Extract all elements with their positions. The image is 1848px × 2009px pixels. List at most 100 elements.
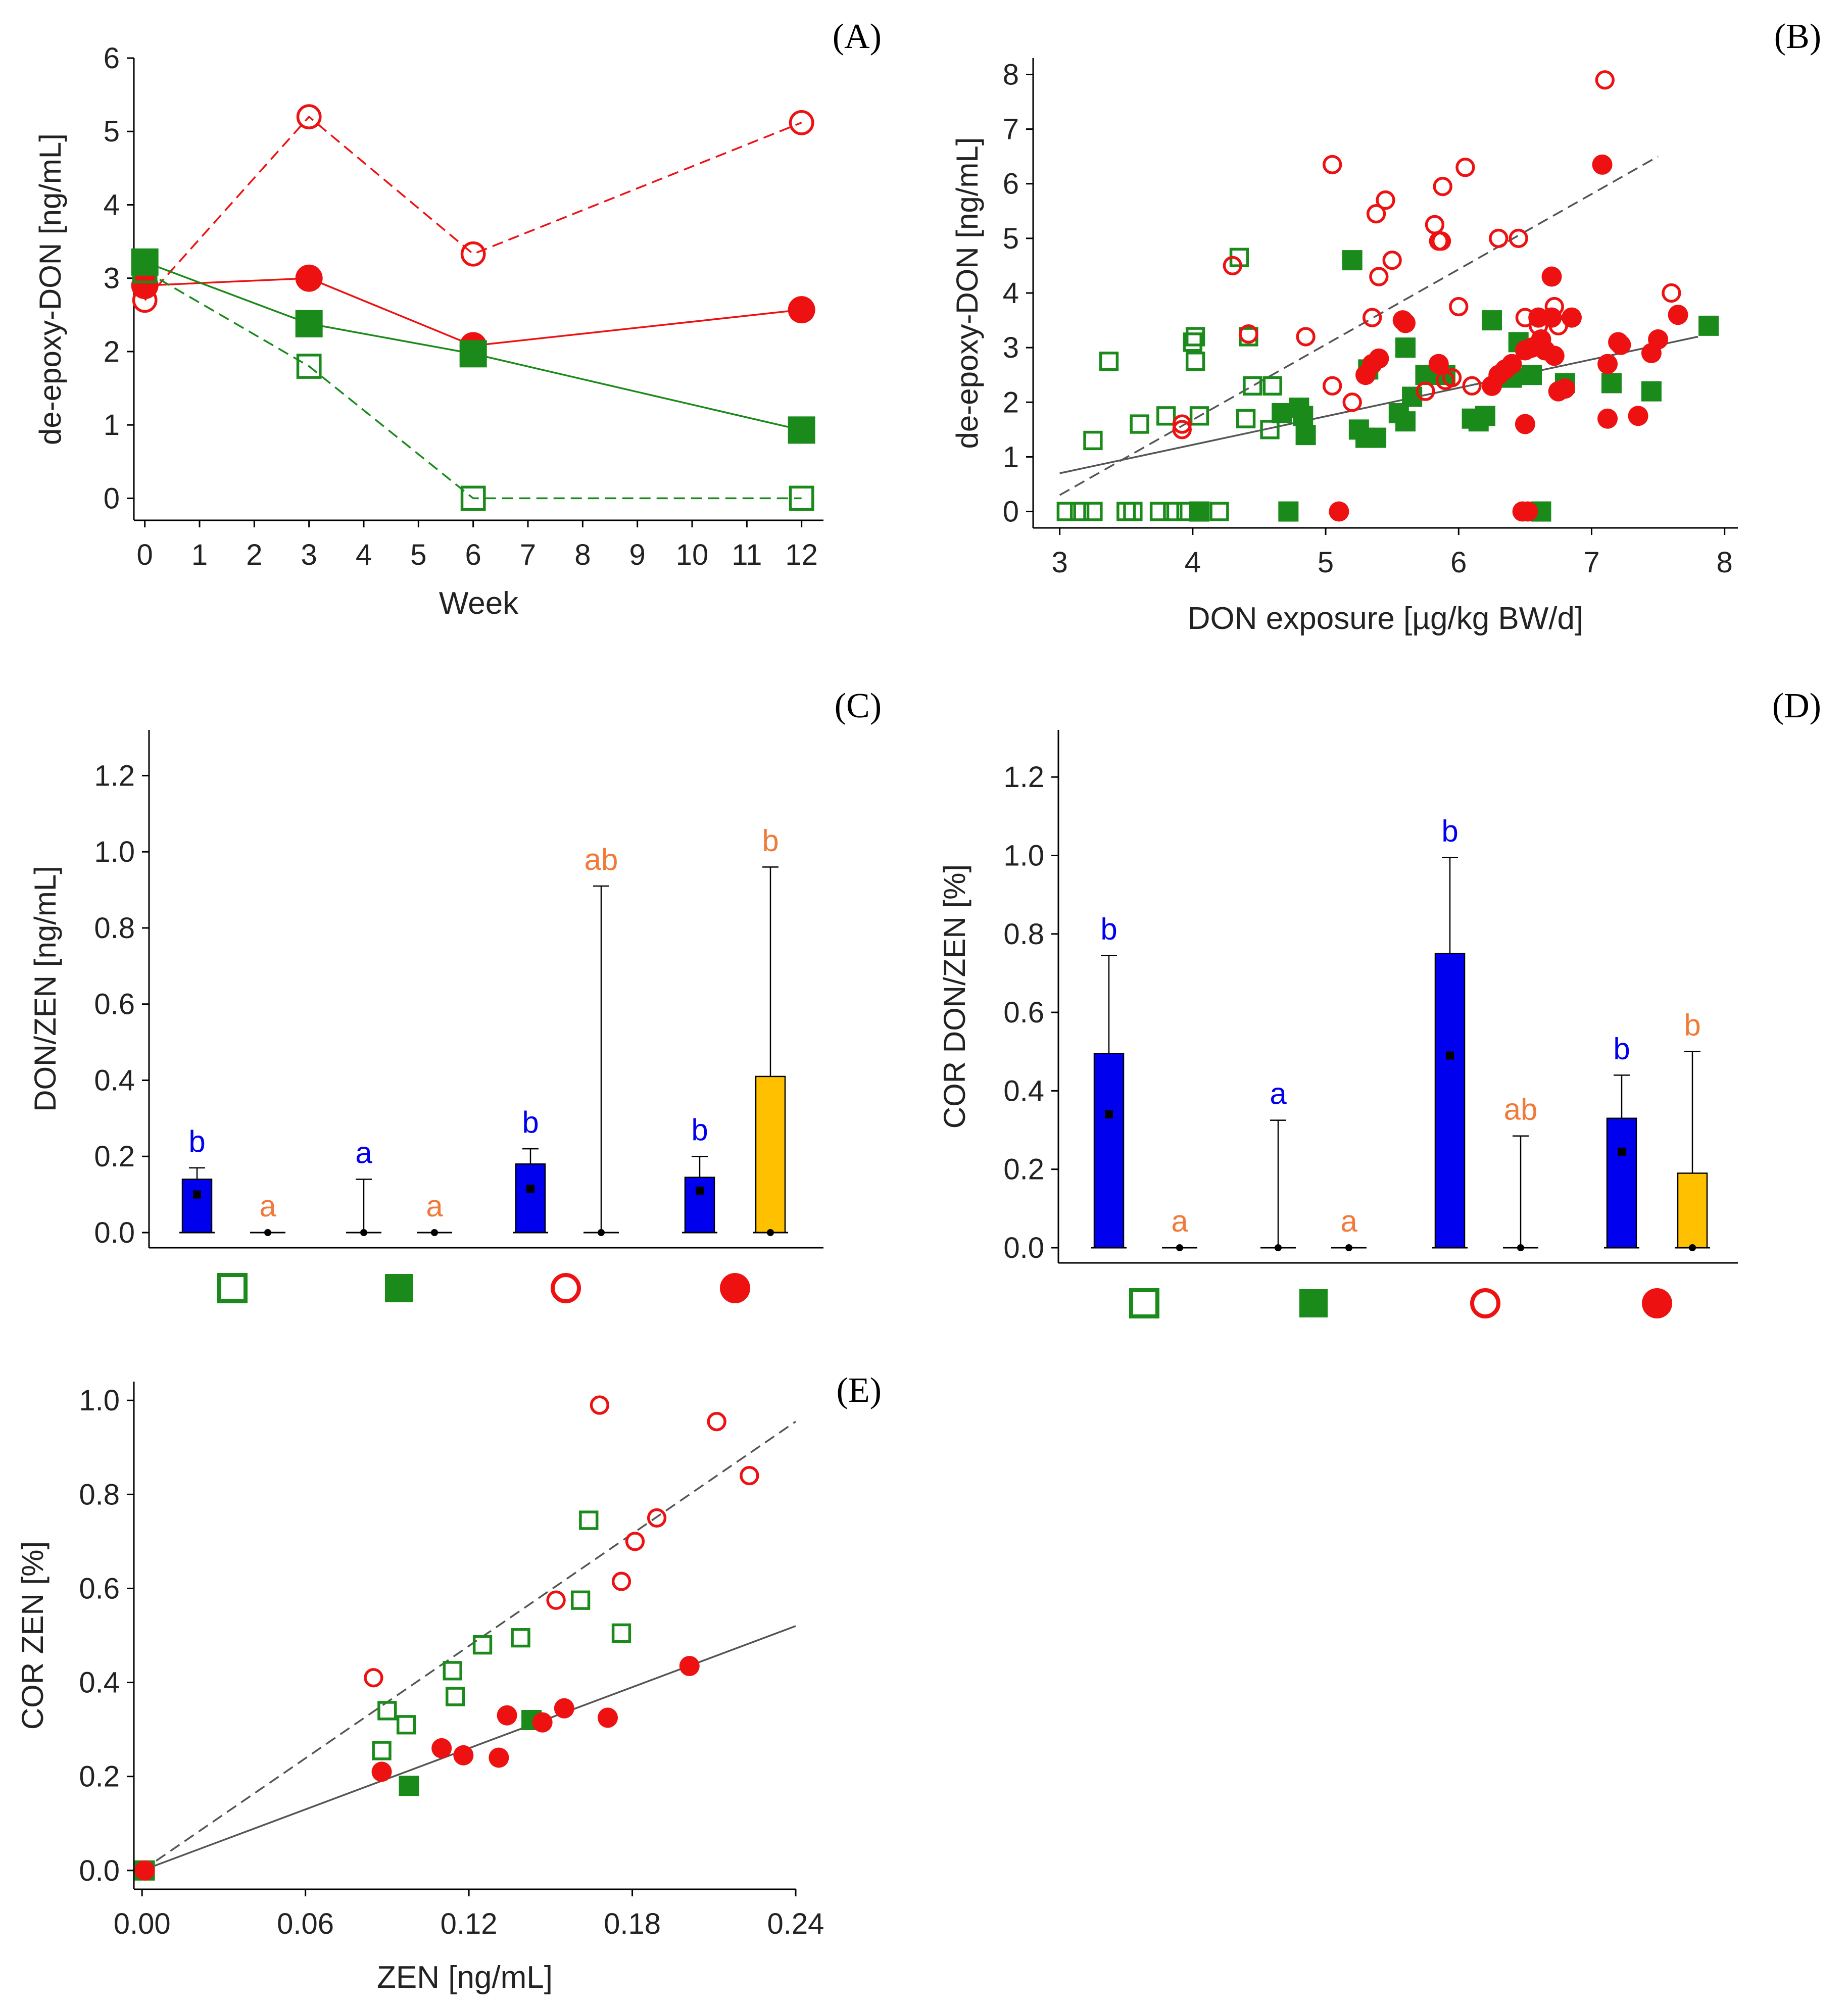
x-tick-label: 12 [785,538,818,571]
y-tick-label: 5 [104,115,120,148]
x-tick-label: 4 [356,538,372,571]
data-point-open-circle [1433,176,1452,197]
group-marker-filled-square [385,1274,413,1302]
data-point-open-square [1183,332,1202,352]
data-point-filled-circle [431,1738,452,1758]
group-marker-open-square [217,1273,248,1303]
data-point-open-square [570,1590,591,1610]
data-point-filled-circle [1518,501,1538,522]
median-marker [1446,1051,1454,1060]
y-tick-label: 0.0 [79,1854,120,1887]
data-point-open-square [460,485,486,511]
data-point-open-square [132,258,158,284]
data-point-filled-square [1395,337,1416,358]
data-point-open-circle [1296,327,1316,347]
data-point-open-square [1099,352,1119,371]
group-marker-filled-circle [1642,1288,1672,1318]
data-point-filled-square [1342,250,1363,271]
x-tick-label: 8 [574,538,591,571]
data-point-filled-circle [1611,334,1631,355]
data-point-filled-circle [371,1761,392,1782]
data-point-open-circle [789,110,814,135]
data-point-open-circle [1342,393,1362,412]
panel-b: 0 1 2 3 4 5 6 7 8 3 4 5 6 7 8 de-epoxy-DON [ng/mL] DON e… [950,17,1821,636]
data-point-open-circle [590,1395,610,1415]
data-point-open-circle [740,1465,759,1486]
data-point-open-circle [1662,283,1681,303]
y-axis-title: COR DON/ZEN [%] [938,864,971,1129]
data-point-open-circle [1462,376,1482,396]
x-tick-label: 11 [732,538,762,571]
data-point-filled-square [1601,373,1622,394]
x-tick-label: 6 [465,538,481,571]
data-point-open-circle [707,1411,726,1432]
data-point-open-circle [1416,381,1435,401]
significance-letter: b [1613,1032,1630,1065]
significance-letter: b [1100,912,1117,946]
data-point-filled-square [295,310,323,337]
data-point-open-square [611,1623,631,1643]
x-axis-title: DON exposure [µg/kg BW/d] [1188,601,1583,636]
x-tick-label: 5 [1318,546,1334,579]
data-point-filled-circle [598,1707,618,1728]
data-point-filled-circle [1544,346,1565,366]
data-point-filled-circle [1395,313,1416,333]
data-point-filled-circle [1369,348,1389,369]
data-point-open-circle [647,1508,667,1528]
data-point-open-square [443,1661,462,1681]
data-point-open-square [1209,502,1229,521]
y-tick-label: 5 [1003,222,1019,255]
data-point-open-square [1069,502,1090,521]
group-marker-filled-circle [720,1273,750,1303]
x-tick-label: 10 [676,538,709,571]
data-point-filled-circle [131,272,159,300]
y-tick-label: 0.2 [94,1140,135,1173]
data-point-open-circle [546,1590,566,1610]
x-tick-label: 3 [1052,546,1068,579]
series-line-open-square [144,270,802,500]
data-point-filled-circle [1541,266,1562,287]
data-point-open-square [445,1687,465,1706]
x-tick-label: 0 [137,538,153,571]
significance-letter: b [1441,814,1458,848]
data-point-open-square [1185,327,1205,347]
data-point-open-square [472,1635,493,1655]
y-tick-label: 1 [1003,440,1019,473]
median-marker [767,1229,774,1236]
data-point-filled-circle [532,1712,553,1733]
data-point-open-square [511,1628,530,1648]
data-point-filled-square [1482,310,1502,331]
data-point-filled-circle [554,1698,574,1719]
data-point-open-circle [1431,231,1451,251]
data-point-filled-square [1522,365,1542,385]
data-point-open-circle [1366,204,1386,224]
y-tick-label: 1 [104,409,120,442]
y-tick-label: 6 [1003,168,1019,201]
group-marker-open-circle [551,1273,581,1303]
y-tick-label: 0.2 [1003,1153,1044,1186]
data-point-filled-circle [1597,408,1618,429]
data-point-filled-circle [788,296,815,324]
data-point-open-square [1056,502,1076,521]
data-point-filled-square [1278,501,1299,522]
data-point-filled-circle [1554,378,1575,399]
data-point-filled-circle [1541,307,1562,328]
y-tick-label: 0.4 [1003,1074,1044,1107]
data-point-filled-square [1475,406,1495,426]
data-point-filled-square [1641,381,1662,402]
median-marker [1275,1244,1282,1251]
y-tick-label: 3 [1003,331,1019,364]
y-tick-label: 0.4 [79,1667,120,1699]
significance-letter: b [522,1105,539,1139]
data-point-open-circle [1489,228,1509,249]
data-point-filled-square [1366,427,1387,448]
y-tick-label: 1.0 [1003,839,1044,872]
x-tick-label: 1 [191,538,208,571]
y-tick-label: 1.2 [94,759,135,792]
data-point-open-square [1116,502,1136,521]
data-point-open-circle [1455,158,1475,177]
y-tick-label: 7 [1003,113,1019,146]
data-point-open-circle [1172,420,1192,439]
